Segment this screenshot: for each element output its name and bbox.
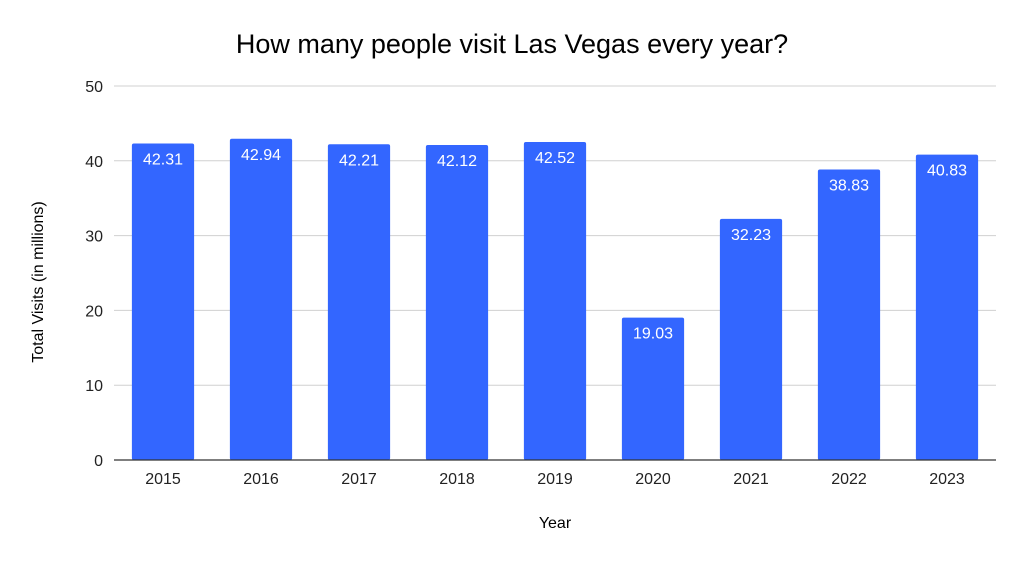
x-tick-label-2016: 2016 [243, 471, 279, 488]
x-axis-title: Year [539, 515, 572, 532]
x-tick-label-2017: 2017 [341, 471, 377, 488]
y-axis-title: Total Visits (in millions) [30, 201, 47, 363]
data-label-2018: 42.12 [437, 153, 477, 170]
bars [131, 138, 979, 461]
data-labels: 42.31 42.94 42.21 42.12 42.52 19.03 32.23 38.83… [143, 147, 967, 343]
x-tick-label-2019: 2019 [537, 471, 573, 488]
data-label-2017: 42.21 [339, 152, 379, 169]
bar-2023 [915, 154, 979, 460]
data-label-2019: 42.52 [535, 150, 575, 167]
chart-title: How many people visit Las Vegas every ye… [236, 29, 788, 59]
x-tick-label-2022: 2022 [831, 471, 867, 488]
y-tick-label: 0 [94, 453, 103, 470]
y-tick-label: 30 [85, 229, 103, 246]
x-tick-label-2015: 2015 [145, 471, 181, 488]
data-label-2016: 42.94 [241, 147, 281, 164]
bar-2020 [621, 317, 685, 460]
bar-2018 [425, 144, 489, 461]
bar-2019 [523, 141, 587, 461]
bar-2022 [817, 169, 881, 460]
bar-2016 [229, 138, 293, 460]
data-label-2020: 19.03 [633, 326, 673, 343]
bar-2015 [131, 143, 195, 461]
bar-2021 [719, 218, 783, 460]
y-axis-ticks: 0 10 20 30 40 50 [85, 79, 103, 470]
y-tick-label: 10 [85, 378, 103, 395]
data-label-2023: 40.83 [927, 163, 967, 180]
x-tick-label-2020: 2020 [635, 471, 671, 488]
data-label-2022: 38.83 [829, 178, 869, 195]
x-tick-label-2021: 2021 [733, 471, 769, 488]
bar-2017 [327, 144, 391, 460]
data-label-2021: 32.23 [731, 227, 771, 244]
x-tick-label-2023: 2023 [929, 471, 965, 488]
x-axis-ticks: 2015 2016 2017 2018 2019 2020 2021 2022 2023 [145, 471, 965, 488]
x-tick-label-2018: 2018 [439, 471, 475, 488]
y-tick-label: 20 [85, 303, 103, 320]
y-tick-label: 50 [85, 79, 103, 96]
data-label-2015: 42.31 [143, 152, 183, 169]
y-tick-label: 40 [85, 154, 103, 171]
